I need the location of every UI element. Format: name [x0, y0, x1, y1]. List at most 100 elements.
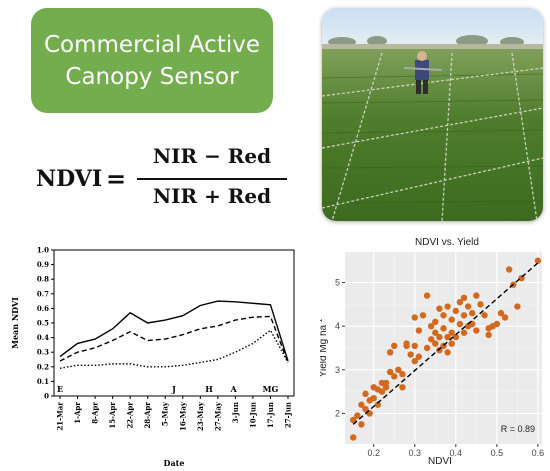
scatter-y-tick-label: 2	[335, 408, 340, 418]
line-x-tick-label: 15-Apr	[108, 402, 117, 429]
scatter-point	[481, 312, 488, 319]
scatter-point	[423, 292, 431, 299]
scatter-point	[473, 292, 480, 299]
sensor-title-line2: Canopy Sensor	[65, 63, 239, 90]
scatter-x-tick-label: 0.5	[491, 448, 504, 458]
line-x-tick-label: 5-May	[161, 401, 170, 426]
scatter-point	[411, 342, 418, 350]
line-x-tick-label: 22-Apr	[126, 402, 135, 429]
scatter-point	[460, 312, 468, 319]
line-x-tick-label: 27-May	[213, 401, 222, 431]
formula-denominator: NIR + Red	[152, 184, 272, 208]
scatter-point	[399, 370, 406, 378]
scatter-y-axis-label-main: Yield Mg ha	[320, 324, 329, 377]
formula-equals: =	[106, 164, 127, 193]
scatter-point	[350, 416, 357, 424]
growth-stage-label: H	[205, 384, 213, 394]
scatter-point	[436, 333, 443, 341]
person	[403, 51, 443, 94]
sensor-title-box: Commercial Active Canopy Sensor	[31, 8, 273, 113]
yield-scatter-chart: NDVI vs. Yield 0.2 0.3 0.4 0.5 0.6 2 3 4 5 R = 0…	[320, 237, 545, 467]
line-y-axis-label: Mean NDVI	[10, 297, 20, 349]
scatter-point	[374, 401, 382, 408]
line-y-tick-label: 0.2	[37, 362, 49, 371]
scatter-point	[485, 331, 492, 339]
scatter-point	[427, 322, 435, 330]
line-x-tick-label: 10-Jun	[248, 402, 257, 428]
line-x-tick-label: 27-Jun	[284, 402, 293, 428]
scatter-y-tick-label: 5	[335, 278, 340, 288]
scatter-point	[378, 388, 386, 395]
scatter-x-tick-label: 0.2	[367, 448, 380, 458]
scatter-point	[448, 329, 455, 336]
line-y-tick-label: 1.0	[37, 246, 49, 255]
ndvi-line-chart: 0 0.1 0.2 0.3 0.4 0.5 0.6 0.7 0.8 0.9 1.0 21-Mar 1-…	[10, 246, 295, 468]
scatter-y-tick-label: 3	[335, 365, 340, 375]
field-photo	[322, 8, 543, 221]
line-y-tick-label: 0.7	[37, 289, 49, 298]
scatter-y-tick-label: 4	[335, 321, 340, 331]
scatter-point	[444, 349, 451, 356]
scatter-point	[370, 394, 377, 402]
formula-fraction-bar	[137, 178, 287, 180]
scatter-x-tick-label: 0.3	[409, 448, 422, 458]
line-y-tick-label: 0.3	[37, 348, 49, 357]
scatter-point	[464, 303, 472, 310]
line-y-tick-label: 0.9	[37, 260, 49, 269]
ndvi-formula: NDVI = NIR − Red NIR + Red	[36, 144, 287, 212]
line-x-tick-label: 23-May	[196, 401, 205, 431]
line-series-dashed	[59, 315, 289, 363]
line-y-tick-label: 0.4	[37, 333, 49, 342]
line-y-tick-label: 0.5	[37, 319, 49, 328]
line-x-tick-label: 3-Jun	[231, 402, 240, 423]
scatter-point	[354, 412, 361, 419]
scatter-point	[415, 327, 423, 334]
scatter-point	[386, 368, 394, 376]
scatter-point	[448, 340, 455, 347]
scatter-point	[460, 329, 468, 336]
scatter-x-tick-label: 0.6	[532, 448, 545, 458]
scatter-x-tick-label: 0.4	[450, 448, 463, 458]
scatter-point	[534, 257, 542, 264]
line-x-tick-label: 1-Apr	[73, 402, 82, 424]
scatter-x-axis-label: NDVI	[428, 456, 452, 467]
growth-stage-label: MG	[263, 384, 279, 394]
scatter-point	[358, 401, 365, 408]
scatter-point	[501, 314, 509, 321]
scatter-trend-line	[352, 262, 539, 425]
field-photo-image	[322, 8, 543, 221]
scatter-point	[411, 314, 418, 321]
scatter-point	[432, 318, 439, 326]
scatter-title: NDVI vs. Yield	[415, 237, 479, 248]
scatter-point	[444, 333, 451, 341]
scatter-point	[452, 333, 460, 341]
line-series-solid	[59, 300, 289, 362]
formula-lhs: NDVI	[36, 166, 103, 192]
scatter-point	[362, 390, 369, 398]
scatter-point	[444, 303, 451, 310]
scatter-point	[386, 349, 394, 356]
scatter-point	[350, 434, 357, 441]
scatter-point	[456, 298, 464, 306]
scatter-point	[432, 329, 439, 336]
line-x-tick-label: 16-May	[178, 401, 187, 431]
scatter-point	[415, 353, 423, 360]
scatter-point	[440, 312, 447, 319]
line-y-tick-label: 0.6	[37, 304, 49, 313]
scatter-point	[473, 327, 480, 334]
scatter-point	[514, 303, 521, 310]
scatter-point	[436, 305, 443, 312]
scatter-point	[403, 342, 410, 350]
scatter-point	[436, 346, 443, 354]
growth-stage-label: J	[171, 384, 176, 394]
sensor-title-line1: Commercial Active	[43, 31, 261, 58]
scatter-point	[362, 405, 369, 413]
scatter-point	[505, 266, 513, 273]
scatter-point	[423, 344, 431, 352]
scatter-point	[391, 373, 398, 380]
scatter-point	[460, 294, 468, 302]
line-x-tick-label: 17-Jun	[266, 402, 275, 428]
line-y-tick-label: 0.1	[37, 377, 49, 386]
line-plot-frame	[53, 249, 295, 397]
scatter-point	[440, 325, 447, 332]
